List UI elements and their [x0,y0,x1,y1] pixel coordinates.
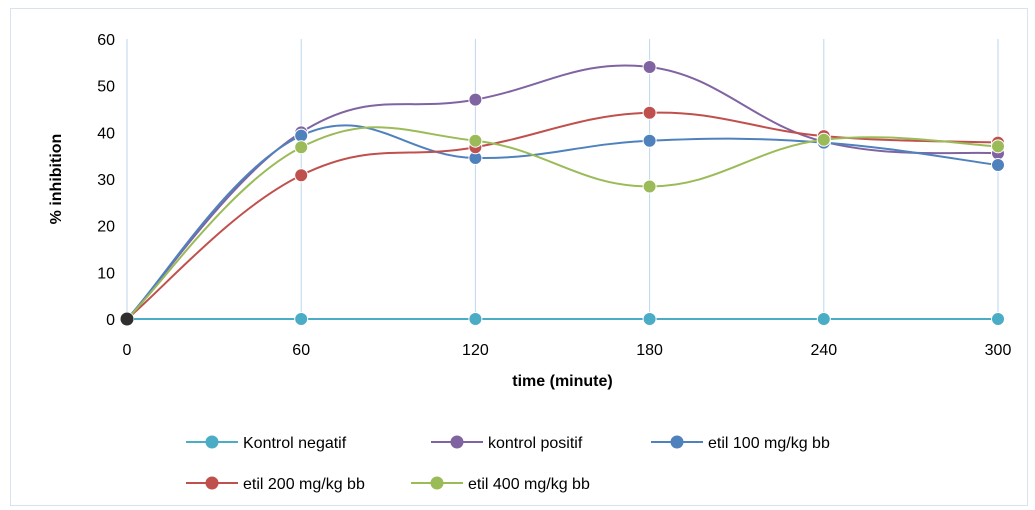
data-point-1-3 [642,60,657,74]
legend-entry-4: etil 400 mg/kg bb [411,476,590,493]
series-lines [126,64,999,321]
data-point-1-2 [468,92,483,107]
x-tick-label: 180 [636,342,663,359]
legend-label: Kontrol negatif [243,435,347,452]
legend-label: kontrol positif [488,435,583,452]
x-tick-label: 240 [810,342,837,359]
y-tick-label: 50 [97,79,115,96]
legend-swatch-marker [205,435,219,449]
legend-swatch-marker [430,476,444,490]
data-point-4-2 [468,133,483,148]
data-point-4-3 [642,179,657,194]
grid-lines [300,39,999,319]
x-axis-title: time (minute) [512,373,612,390]
series-line-1 [126,64,999,320]
legend-entry-2: etil 100 mg/kg bb [651,435,830,452]
x-tick-label: 60 [292,342,310,359]
data-point-0-2 [468,312,483,326]
legend-swatch-marker [205,476,219,490]
data-point-3-3 [642,105,657,120]
legend-label: etil 200 mg/kg bb [243,476,365,493]
line-chart: 0 10 20 30 40 50 60 0 60 120 180 240 300 time (minut… [48,32,1011,493]
y-tick-label: 60 [97,32,115,49]
origin-point [120,312,134,326]
data-point-4-4 [816,132,831,147]
data-points [120,60,1005,326]
data-point-2-1 [294,128,309,143]
data-point-0-5 [991,312,1005,326]
y-axis-title: % inhibition [48,134,65,225]
legend-entry-3: etil 200 mg/kg bb [186,476,365,493]
y-tick-label: 10 [97,265,115,282]
y-tick-label: 40 [97,125,115,142]
chart-frame: 0 10 20 30 40 50 60 0 60 120 180 240 300 time (minut… [10,8,1028,506]
data-point-4-1 [294,140,309,155]
legend-label: etil 400 mg/kg bb [468,476,590,493]
series-line-4 [126,126,999,320]
tick-labels: 0 10 20 30 40 50 60 0 60 120 180 240 300 [97,32,1011,359]
x-tick-label: 300 [985,342,1012,359]
data-point-2-5 [991,158,1005,172]
data-point-0-1 [294,312,309,326]
data-point-0-4 [816,312,831,326]
legend-label: etil 100 mg/kg bb [708,435,830,452]
data-point-4-5 [991,139,1005,154]
data-point-2-3 [642,133,657,148]
series-line-2 [126,124,999,320]
axes [126,39,998,320]
y-tick-label: 20 [97,219,115,236]
y-tick-label: 30 [97,172,115,189]
legend-entry-0: Kontrol negatif [186,435,347,452]
x-tick-label: 120 [462,342,489,359]
y-tick-label: 0 [106,312,115,329]
legend-swatch-marker [670,435,684,449]
legend: Kontrol negatif kontrol positif etil 100 m… [186,435,830,493]
x-tick-label: 0 [123,342,132,359]
legend-entry-1: kontrol positif [431,435,583,452]
data-point-3-1 [294,168,309,183]
data-point-0-3 [642,312,657,326]
legend-swatch-marker [450,435,464,449]
series-line-3 [126,111,999,320]
